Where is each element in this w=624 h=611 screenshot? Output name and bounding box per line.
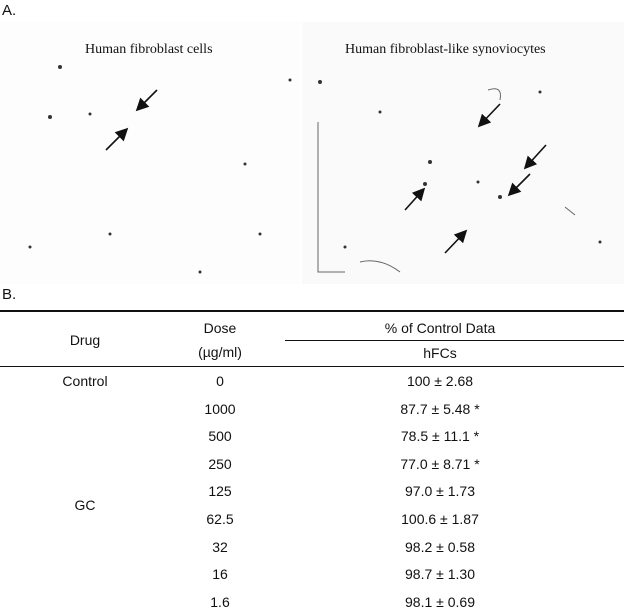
micrographs — [0, 22, 624, 284]
value-cell: 98.2 ± 0.58 — [405, 539, 475, 555]
dose-cell: 500 — [208, 428, 231, 444]
value-cell: 78.5 ± 11.1 * — [401, 428, 479, 444]
table-rule — [0, 366, 624, 367]
dose-cell: 1000 — [204, 401, 235, 417]
header-dose: Dose — [204, 320, 237, 336]
panel-label: A. — [2, 2, 16, 19]
value-cell: 97.0 ± 1.73 — [405, 483, 475, 499]
image-caption: Human fibroblast-like synoviocytes — [345, 42, 546, 58]
value-cell: 98.1 ± 0.69 — [405, 594, 475, 610]
drug-cell: GC — [75, 497, 96, 513]
dose-cell: 0 — [216, 373, 224, 389]
table-rule — [285, 340, 624, 341]
dose-cell: 32 — [212, 539, 228, 555]
header-dose-unit: (µg/ml) — [198, 344, 242, 360]
dose-cell: 125 — [208, 483, 231, 499]
dose-cell: 250 — [208, 456, 231, 472]
value-cell: 100 ± 2.68 — [407, 373, 473, 389]
table-rule — [0, 310, 624, 312]
value-cell: 87.7 ± 5.48 * — [400, 401, 479, 417]
dose-cell: 1.6 — [210, 594, 229, 610]
dose-cell: 62.5 — [206, 511, 233, 527]
value-cell: 98.7 ± 1.30 — [405, 566, 475, 582]
value-cell: 100.6 ± 1.87 — [401, 511, 479, 527]
drug-cell: Control — [62, 373, 107, 389]
header-group: % of Control Data — [385, 320, 496, 336]
image-caption: Human fibroblast cells — [85, 42, 213, 58]
header-drug: Drug — [70, 332, 100, 348]
value-cell: 77.0 ± 8.71 * — [400, 456, 479, 472]
header-sub: hFCs — [423, 345, 456, 361]
dose-cell: 16 — [212, 566, 228, 582]
page: A. Human fibroblast cells Human fibrobla… — [0, 0, 624, 611]
panel-label: B. — [2, 286, 16, 303]
